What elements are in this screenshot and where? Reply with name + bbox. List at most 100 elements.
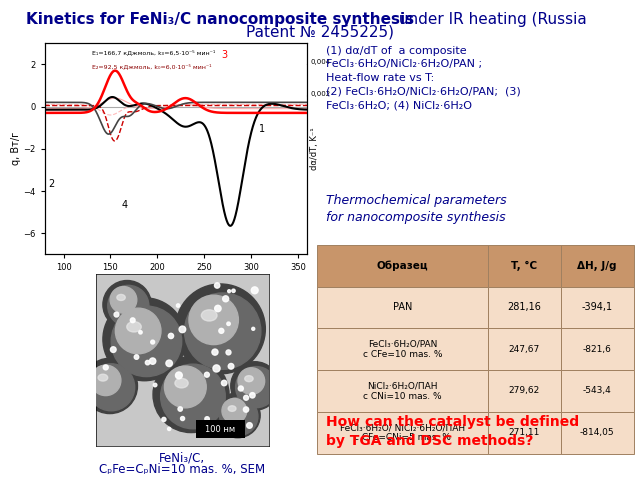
Text: -394,1: -394,1 — [582, 302, 612, 312]
Circle shape — [204, 372, 209, 377]
Ellipse shape — [202, 310, 217, 321]
Text: 3: 3 — [221, 50, 227, 60]
Circle shape — [231, 362, 279, 410]
Circle shape — [153, 357, 229, 432]
FancyBboxPatch shape — [561, 328, 634, 370]
Circle shape — [139, 331, 142, 334]
FancyBboxPatch shape — [488, 328, 561, 370]
Ellipse shape — [98, 374, 108, 381]
Circle shape — [221, 380, 227, 386]
Text: 281,16: 281,16 — [508, 302, 541, 312]
Text: 2: 2 — [49, 179, 55, 189]
Text: -821,6: -821,6 — [583, 345, 612, 354]
Circle shape — [161, 364, 225, 429]
Text: -814,05: -814,05 — [580, 428, 614, 437]
Text: NiCl₂·6H₂O/ПАН
с CNi=10 mas. %: NiCl₂·6H₂O/ПАН с CNi=10 mas. % — [363, 381, 442, 401]
Text: Kinetics for FeNi₃/C nanocomposite synthesis: Kinetics for FeNi₃/C nanocomposite synth… — [26, 12, 413, 27]
Text: FeNi₃/C,: FeNi₃/C, — [159, 451, 205, 464]
Circle shape — [252, 327, 255, 330]
FancyBboxPatch shape — [317, 412, 488, 454]
Circle shape — [168, 333, 173, 338]
Circle shape — [214, 305, 221, 312]
FancyBboxPatch shape — [561, 370, 634, 412]
Text: 100 нм: 100 нм — [205, 425, 236, 433]
Circle shape — [103, 365, 108, 370]
Circle shape — [150, 358, 156, 364]
Circle shape — [115, 308, 161, 354]
FancyBboxPatch shape — [317, 287, 488, 328]
Circle shape — [103, 280, 151, 329]
Text: Thermochemical parameters
for nanocomposite synthesis: Thermochemical parameters for nanocompos… — [326, 194, 507, 224]
Circle shape — [108, 285, 149, 326]
Circle shape — [111, 306, 182, 377]
FancyBboxPatch shape — [488, 287, 561, 328]
Ellipse shape — [117, 294, 125, 300]
Circle shape — [205, 417, 209, 421]
Text: T, °C: T, °C — [511, 261, 538, 271]
Text: Patent № 2455225): Patent № 2455225) — [246, 25, 394, 40]
FancyBboxPatch shape — [488, 245, 561, 287]
Circle shape — [168, 427, 171, 431]
Circle shape — [250, 393, 255, 398]
Y-axis label: dα/dT, K⁻¹: dα/dT, K⁻¹ — [310, 128, 319, 170]
Text: 0,004: 0,004 — [310, 60, 330, 65]
Circle shape — [90, 365, 121, 396]
Circle shape — [238, 368, 265, 395]
Circle shape — [189, 295, 238, 345]
FancyBboxPatch shape — [488, 370, 561, 412]
Circle shape — [220, 397, 258, 435]
X-axis label: T, °C: T, °C — [164, 278, 188, 288]
FancyBboxPatch shape — [317, 370, 488, 412]
Circle shape — [228, 290, 230, 293]
Circle shape — [246, 422, 252, 428]
Circle shape — [114, 312, 119, 317]
Circle shape — [103, 298, 186, 381]
Text: E₁=166,7 кДжмоль, k₀=6,5·10⁻⁵ мин⁻¹: E₁=166,7 кДжмоль, k₀=6,5·10⁻⁵ мин⁻¹ — [92, 49, 215, 55]
Circle shape — [131, 318, 135, 323]
Text: -543,4: -543,4 — [583, 386, 612, 396]
Circle shape — [226, 350, 231, 355]
Circle shape — [223, 296, 228, 302]
Circle shape — [227, 322, 230, 325]
Circle shape — [110, 287, 137, 313]
Circle shape — [213, 365, 220, 372]
Circle shape — [111, 347, 116, 352]
FancyBboxPatch shape — [561, 412, 634, 454]
Text: E₂=92,5 кДжмоль, k₀=6,0·10⁻⁵ мин⁻¹: E₂=92,5 кДжмоль, k₀=6,0·10⁻⁵ мин⁻¹ — [92, 64, 211, 70]
Circle shape — [238, 386, 243, 391]
Text: under IR heating (Russia: under IR heating (Russia — [394, 12, 586, 27]
Text: How can the catalyst be defined
by TGA and DSC methods?: How can the catalyst be defined by TGA a… — [326, 415, 580, 447]
Circle shape — [232, 289, 235, 292]
Circle shape — [88, 364, 134, 411]
Circle shape — [215, 393, 260, 438]
Text: 1: 1 — [259, 124, 264, 134]
Circle shape — [219, 328, 224, 334]
Circle shape — [134, 355, 139, 360]
Text: FeCl₃·6H₂O/PAN
с CFe=10 mas. %: FeCl₃·6H₂O/PAN с CFe=10 mas. % — [363, 339, 442, 359]
Text: (1) dα/dT of  a composite
FeCl₃·6H₂O/NiCl₂·6H₂O/PAN ;
Heat-flow rate vs T:
(2) F: (1) dα/dT of a composite FeCl₃·6H₂O/NiCl… — [326, 46, 521, 110]
Text: 271,11: 271,11 — [509, 428, 540, 437]
Circle shape — [180, 417, 184, 420]
Circle shape — [145, 360, 150, 365]
Circle shape — [179, 326, 186, 333]
Circle shape — [212, 349, 218, 355]
Text: CₚFe=CₚNi=10 mas. %, SEM: CₚFe=CₚNi=10 mas. %, SEM — [99, 463, 266, 476]
Ellipse shape — [244, 376, 253, 382]
Circle shape — [151, 340, 155, 344]
FancyBboxPatch shape — [561, 287, 634, 328]
Circle shape — [228, 363, 234, 369]
Circle shape — [164, 366, 206, 408]
Circle shape — [236, 367, 276, 408]
Circle shape — [162, 417, 166, 421]
Circle shape — [175, 372, 182, 379]
Text: 279,62: 279,62 — [509, 386, 540, 396]
Circle shape — [154, 383, 157, 387]
Text: 4: 4 — [122, 200, 128, 210]
Y-axis label: q, Вт/г: q, Вт/г — [11, 132, 20, 166]
Circle shape — [214, 283, 220, 288]
Text: Образец: Образец — [376, 261, 428, 271]
Circle shape — [175, 284, 266, 374]
Circle shape — [222, 398, 246, 423]
Circle shape — [244, 396, 248, 400]
Circle shape — [177, 304, 180, 307]
